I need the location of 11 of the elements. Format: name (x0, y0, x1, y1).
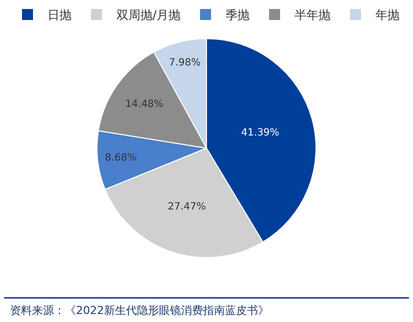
data-label: 41.39% (241, 128, 280, 139)
legend-label: 双周抛/月抛 (116, 8, 181, 22)
text: 资料来源：《2022新生代隐形眼镜消费指南蓝皮书》 (10, 304, 269, 317)
data-label: 8.68% (104, 152, 137, 164)
data-label: 14.48% (125, 98, 164, 110)
data-label: 7.98% (168, 58, 201, 69)
data-label: 27.47% (168, 202, 206, 213)
legend-label: 季抛 (226, 8, 250, 22)
legend-label: 半年抛 (294, 8, 331, 22)
legend-label: 日抛 (48, 8, 72, 22)
legend-label: 年抛 (376, 8, 400, 22)
